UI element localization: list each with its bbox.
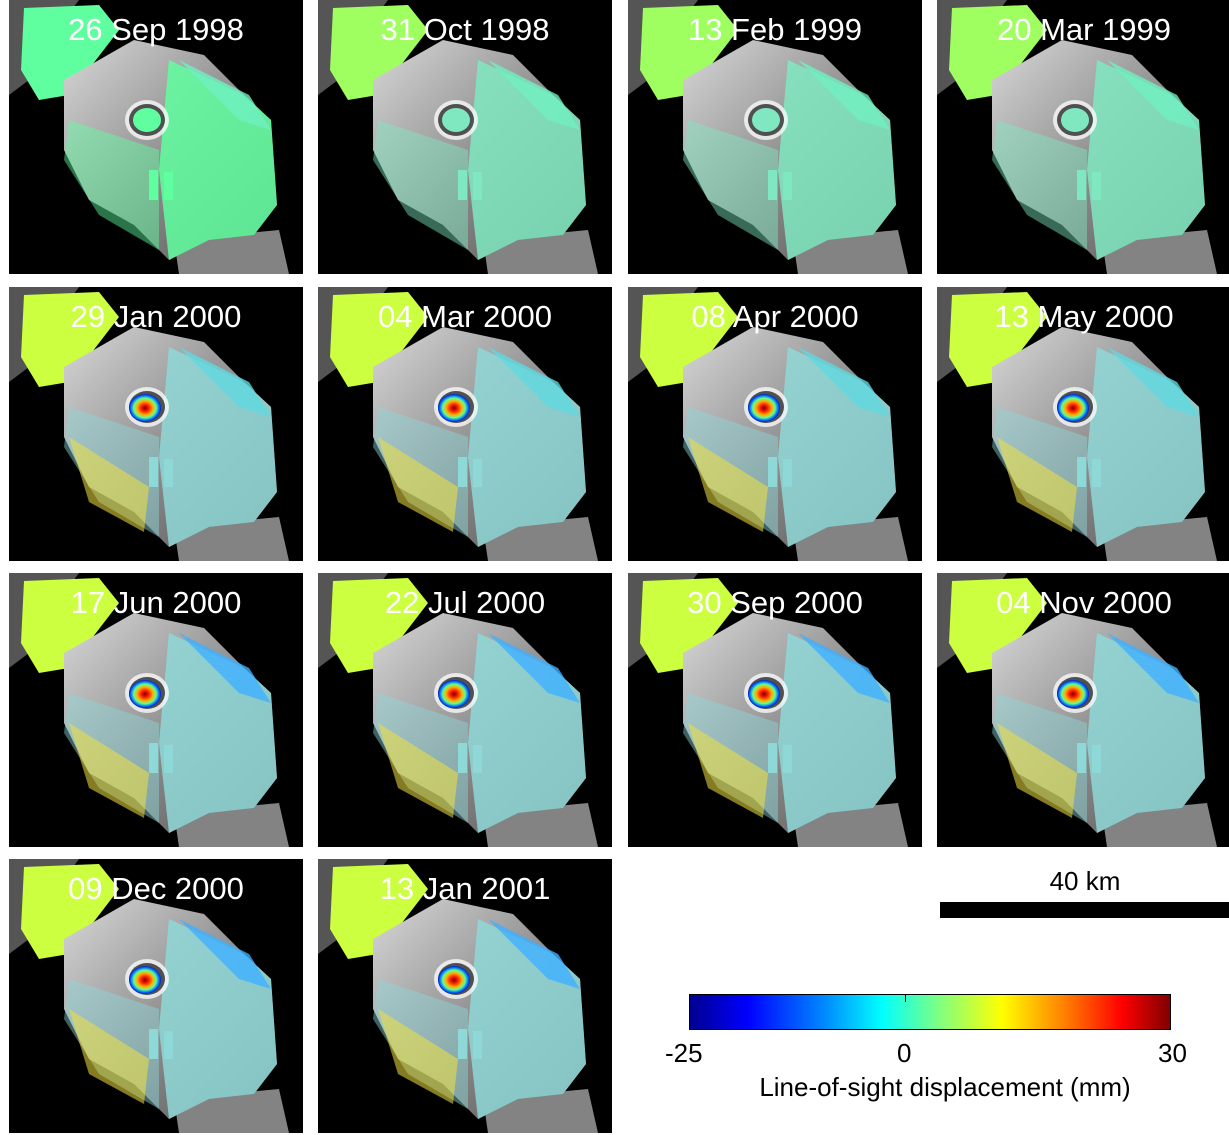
deformation-map [937, 0, 1217, 274]
panel-date-label: 26 Sep 1998 [68, 12, 244, 47]
colorbar-zero-label: 0 [897, 1038, 912, 1068]
colorbar [689, 994, 1171, 1030]
panel-date-label: 22 Jul 2000 [384, 585, 546, 620]
panel-date-label: 13 Feb 1999 [687, 12, 863, 47]
interferogram-panel: 22 Jul 2000 [318, 573, 612, 847]
panel-date-label: 31 Oct 1998 [380, 12, 550, 47]
interferogram-panel: 04 Nov 2000 [937, 573, 1229, 847]
interferogram-panel: 26 Sep 1998 [9, 0, 303, 274]
deformation-map [318, 0, 598, 274]
deformation-map [628, 0, 908, 274]
panel-date-label: 09 Dec 2000 [68, 871, 244, 906]
deformation-map [937, 287, 1217, 561]
interferogram-panel: 09 Dec 2000 [9, 859, 303, 1133]
interferogram-panel: 08 Apr 2000 [628, 287, 922, 561]
panel-date-label: 30 Sep 2000 [687, 585, 863, 620]
interferogram-panel: 04 Mar 2000 [318, 287, 612, 561]
deformation-map [318, 859, 598, 1133]
interferogram-panel: 13 Feb 1999 [628, 0, 922, 274]
interferogram-panel: 13 Jan 2001 [318, 859, 612, 1133]
deformation-map [9, 859, 289, 1133]
colorbar-zero-tick [905, 994, 906, 1002]
panel-date-label: 13 May 2000 [994, 299, 1174, 334]
interferogram-panel: 20 Mar 1999 [937, 0, 1229, 274]
colorbar-min-label: -25 [665, 1038, 703, 1068]
interferogram-panel: 13 May 2000 [937, 287, 1229, 561]
colorbar-max-label: 30 [1158, 1038, 1187, 1068]
panel-date-label: 29 Jan 2000 [70, 299, 242, 334]
panel-date-label: 13 Jan 2001 [379, 871, 551, 906]
deformation-map [9, 573, 289, 847]
panel-date-label: 17 Jun 2000 [70, 585, 242, 620]
deformation-map [318, 287, 598, 561]
panel-date-label: 08 Apr 2000 [691, 299, 859, 334]
deformation-map [628, 287, 908, 561]
interferogram-panel: 31 Oct 1998 [318, 0, 612, 274]
interferogram-panel: 29 Jan 2000 [9, 287, 303, 561]
panel-date-label: 04 Nov 2000 [996, 585, 1172, 620]
panel-date-label: 20 Mar 1999 [996, 12, 1172, 47]
colorbar-axis-label: Line-of-sight displacement (mm) [759, 1072, 1131, 1102]
scale-bar [940, 902, 1229, 918]
panel-date-label: 04 Mar 2000 [377, 299, 553, 334]
deformation-map [318, 573, 598, 847]
deformation-map [9, 0, 289, 274]
deformation-map [937, 573, 1217, 847]
deformation-map [9, 287, 289, 561]
scale-bar-label: 40 km [1049, 866, 1121, 896]
interferogram-panel: 30 Sep 2000 [628, 573, 922, 847]
interferogram-panel: 17 Jun 2000 [9, 573, 303, 847]
deformation-map [628, 573, 908, 847]
